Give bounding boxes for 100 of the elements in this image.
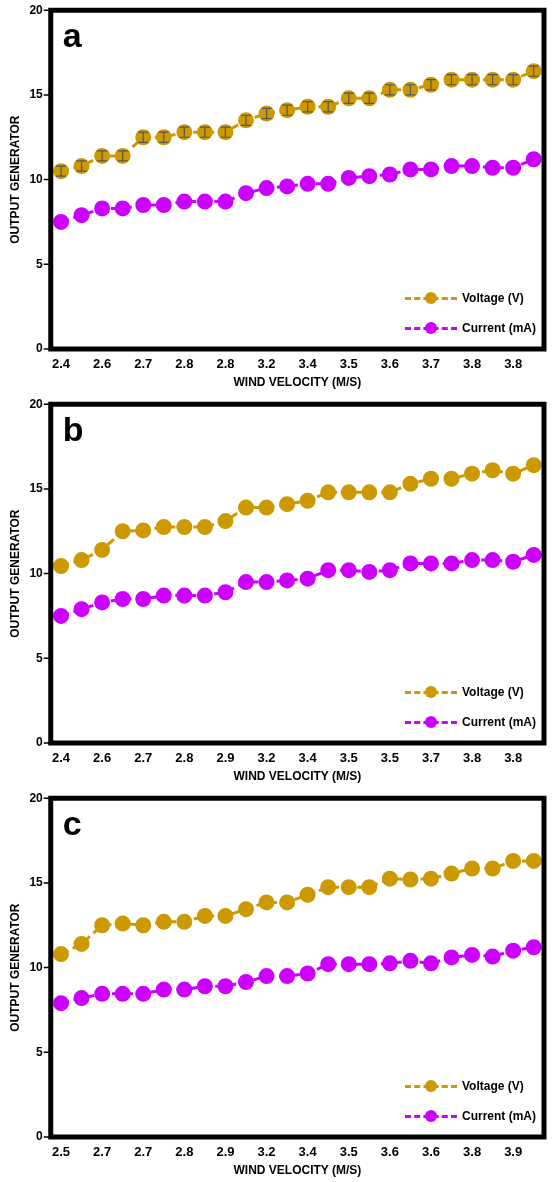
x-tick-label: 2.5 (51, 1144, 71, 1160)
point (73, 601, 90, 618)
point (381, 955, 398, 972)
point (402, 952, 419, 969)
x-tick-label: 2.4 (51, 356, 71, 372)
x-tick-label: 3.6 (380, 356, 399, 372)
x-tick-label: 2.6 (93, 356, 112, 372)
point (217, 193, 234, 210)
point (258, 499, 275, 516)
point (525, 151, 542, 168)
point (279, 496, 296, 513)
y-tick-label: 10 (29, 171, 44, 186)
point (155, 197, 172, 214)
point (299, 175, 316, 192)
x-tick-label: 3.4 (298, 1144, 318, 1160)
point (464, 552, 481, 569)
point (176, 193, 193, 210)
point (443, 470, 460, 487)
annotation: c (62, 803, 82, 842)
y-tick-label: 5 (36, 650, 44, 665)
y-axis-title: OUTPUT GENERATOR (7, 903, 22, 1032)
legend-label: Voltage (V) (462, 685, 524, 699)
x-tick-label: 2.7 (93, 1144, 112, 1160)
legend-label: Current (mA) (462, 715, 536, 729)
x-tick-label: 3.2 (257, 356, 276, 372)
point (53, 946, 70, 963)
point (217, 513, 234, 530)
point (155, 587, 172, 604)
x-tick-label: 2.7 (134, 1144, 153, 1160)
point (114, 915, 131, 932)
x-tick-label: 2.7 (134, 356, 153, 372)
x-tick-label: 3.5 (339, 750, 358, 766)
y-tick-label: 15 (29, 87, 44, 102)
point (73, 935, 90, 952)
point (340, 879, 357, 896)
x-axis-title: WIND VELOCITY (M/S) (233, 375, 362, 390)
point (464, 946, 481, 963)
point (484, 552, 501, 569)
point (505, 465, 522, 482)
point (155, 981, 172, 998)
point (299, 886, 316, 903)
point (114, 591, 131, 608)
legend-label: Voltage (V) (462, 291, 524, 305)
point (464, 158, 481, 175)
y-tick-label: 0 (36, 341, 44, 356)
y-tick-label: 0 (36, 735, 44, 750)
point (53, 995, 70, 1012)
point (402, 555, 419, 572)
point (361, 484, 378, 501)
point (237, 574, 254, 591)
point (464, 860, 481, 877)
x-tick-label: 3.2 (257, 750, 276, 766)
point (155, 913, 172, 930)
point (279, 178, 296, 195)
point (320, 562, 337, 579)
point (135, 917, 152, 934)
point (484, 948, 501, 965)
point (505, 852, 522, 869)
point (443, 949, 460, 966)
point (196, 193, 213, 210)
point (402, 475, 419, 492)
point (135, 197, 152, 214)
x-tick-label: 3.2 (257, 1144, 276, 1160)
point (381, 484, 398, 501)
point (340, 562, 357, 579)
point (237, 974, 254, 990)
point (381, 870, 398, 887)
point (94, 200, 111, 217)
y-tick-label: 20 (29, 396, 44, 411)
point (525, 852, 542, 869)
point (361, 563, 378, 580)
point (94, 985, 111, 1002)
point (320, 879, 337, 896)
point (422, 870, 439, 887)
point (237, 901, 254, 918)
legend-label: Voltage (V) (462, 1079, 524, 1093)
x-tick-label: 3.5 (380, 750, 399, 766)
legend-label: Current (mA) (462, 1109, 536, 1123)
annotation: b (62, 409, 84, 448)
point (237, 499, 254, 516)
point (53, 213, 70, 230)
x-tick-label: 2.8 (175, 1144, 194, 1160)
point (484, 860, 501, 877)
point (279, 572, 296, 589)
y-tick-label: 5 (36, 256, 44, 271)
point (135, 985, 152, 1002)
y-tick-label: 5 (36, 1044, 44, 1059)
y-tick-label: 10 (29, 565, 44, 580)
point (381, 166, 398, 183)
point (176, 519, 193, 536)
x-tick-label: 3.4 (298, 356, 318, 372)
y-tick-label: 15 (29, 481, 44, 496)
point (422, 555, 439, 572)
point (217, 978, 234, 995)
x-tick-label: 2.8 (216, 356, 235, 372)
y-axis-title: OUTPUT GENERATOR (7, 509, 22, 638)
point (114, 523, 131, 540)
x-tick-label: 3.5 (339, 1144, 358, 1160)
x-tick-label: 3.6 (380, 1144, 399, 1160)
y-tick-label: 10 (29, 959, 44, 974)
